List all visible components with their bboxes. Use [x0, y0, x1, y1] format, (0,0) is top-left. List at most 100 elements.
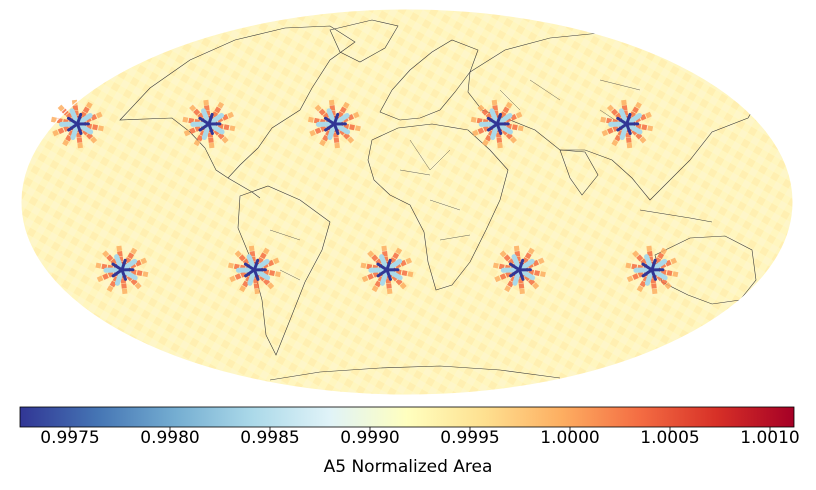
hotspot-cell — [227, 262, 234, 269]
hotspot-cell — [193, 139, 201, 147]
hotspot-cell — [607, 127, 614, 135]
hotspot-cell — [657, 252, 665, 260]
hotspot-star-arm — [207, 122, 214, 135]
hotspot-star-arm — [324, 122, 336, 132]
hotspot-cell — [76, 137, 83, 143]
hotspot-cell — [234, 273, 242, 280]
hotspot-cell — [248, 245, 255, 252]
distortion-hotspot — [600, 99, 654, 149]
hotspot-cell — [666, 270, 673, 277]
hotspot-cell — [639, 136, 647, 144]
hotspot-cell — [134, 282, 142, 290]
central-america-outline — [227, 177, 261, 199]
hotspot-cell — [334, 142, 340, 149]
hotspot-cell — [481, 108, 489, 116]
hotspot-cell — [645, 111, 652, 119]
hotspot-cell — [127, 252, 135, 260]
hotspot-cell — [635, 101, 642, 109]
hotspot-cell — [472, 129, 479, 137]
hotspot-cell — [52, 129, 59, 137]
hotspot-star-arm — [486, 122, 499, 132]
hotspot-cell — [50, 116, 57, 123]
hotspot-cell — [106, 285, 114, 293]
hotspot-cell — [517, 125, 524, 132]
hotspot-star-arm — [495, 122, 503, 135]
hotspot-star-arm — [252, 268, 260, 281]
hotspot-cell — [646, 245, 652, 252]
hotspot-cell — [360, 262, 367, 269]
hotspot-star-arm — [252, 258, 260, 272]
hotspot-star-arm — [517, 258, 525, 272]
hotspot-cell — [504, 285, 512, 293]
colorbar-tick-label: 1.0000 — [540, 428, 600, 448]
hotspot-cell — [647, 125, 654, 132]
europe-outline — [379, 39, 479, 121]
hotspot-cell — [267, 282, 275, 290]
map-border — [20, 8, 794, 396]
hotspot-cell — [95, 262, 102, 269]
hotspot-cell — [239, 285, 247, 293]
hotspot-cell — [96, 275, 104, 283]
hotspot-cell — [381, 245, 387, 252]
hotspot-cell — [193, 108, 201, 116]
hotspot-cell — [57, 104, 65, 112]
hotspot-cell — [322, 134, 329, 142]
hotspot-star-arm — [243, 262, 256, 272]
hotspot-cell — [217, 101, 225, 109]
colorbar-bar — [19, 406, 795, 428]
hotspot-cell — [142, 271, 149, 278]
hotspot-cell — [189, 104, 197, 112]
hotspot-cell — [333, 137, 340, 143]
hotspot-cell — [349, 124, 356, 131]
hotspot-cell — [484, 134, 492, 142]
hotspot-star-arm — [111, 268, 124, 278]
hotspot-cell — [254, 288, 260, 295]
hotspot-cell — [223, 124, 230, 131]
hotspot-cell — [534, 270, 541, 277]
hotspot-cell — [234, 250, 242, 258]
hotspot-star-arm — [385, 258, 392, 272]
colorbar-tick-label: 0.9980 — [140, 428, 200, 448]
hotspot-cell — [208, 137, 214, 143]
hotspot-star-arm — [198, 116, 211, 126]
hotspot-cell — [269, 270, 276, 277]
indonesia-outline — [639, 209, 713, 223]
hotspot-cell — [395, 247, 403, 255]
hotspot-cell — [477, 127, 485, 135]
hotspot-star-arm — [67, 122, 79, 132]
hotspot-star-arm — [323, 116, 336, 126]
hotspot-star-arm — [244, 268, 256, 278]
hotspot-star-arm — [486, 116, 499, 126]
hotspot-cell — [196, 134, 204, 142]
hotspot-cell — [374, 280, 382, 288]
india-outline — [559, 149, 599, 196]
hotspot-cell — [499, 273, 507, 280]
map-background — [21, 9, 793, 395]
hotspot-cell — [672, 271, 679, 278]
map-frame — [20, 8, 794, 396]
hotspot-cell — [611, 108, 619, 116]
hotspot-cell — [499, 250, 507, 258]
colorbar — [19, 406, 795, 432]
hotspot-cell — [651, 288, 658, 295]
hotspot-cell — [367, 273, 374, 280]
hotspot-cell — [189, 127, 196, 135]
hotspot-cell — [183, 129, 191, 137]
colorbar-tick-label: 1.0005 — [640, 428, 700, 448]
colorbar-tick-label: 0.9975 — [40, 428, 100, 448]
hotspot-cell — [116, 245, 122, 252]
hotspot-cell — [639, 280, 647, 288]
hotspot-cell — [664, 282, 672, 290]
hotspot-cell — [342, 101, 350, 109]
hotspot-cell — [77, 142, 83, 149]
hotspot-cell — [227, 111, 235, 119]
hotspot-cell — [626, 142, 633, 149]
hotspot-cell — [632, 273, 639, 280]
distortion-hotspot — [625, 245, 679, 295]
hotspot-cell — [527, 247, 535, 255]
hotspot-cell — [318, 108, 326, 116]
hotspot-cell — [229, 125, 236, 132]
hotspot-cell — [367, 250, 375, 258]
hotspot-cell — [98, 125, 104, 132]
hotspot-star-arm — [641, 262, 654, 272]
